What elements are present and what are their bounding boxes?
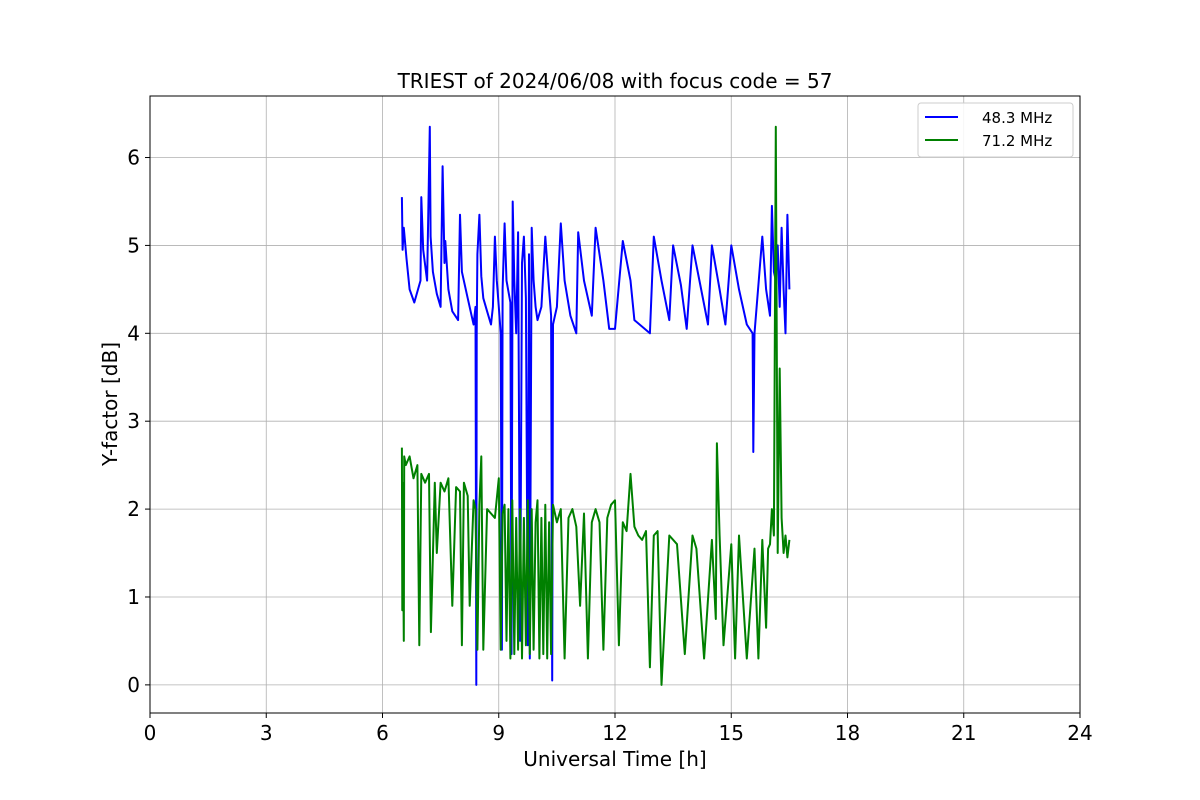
y-tick-label: 1 (127, 585, 140, 609)
series-lines (400, 125, 791, 686)
x-axis-label: Universal Time [h] (523, 747, 706, 771)
x-tick-label: 12 (602, 721, 627, 745)
x-tick-label: 9 (492, 721, 505, 745)
legend-label-48mhz: 48.3 MHz (982, 109, 1052, 127)
x-tick-label: 24 (1067, 721, 1092, 745)
grid-lines (149, 96, 1081, 713)
x-tick-label: 0 (144, 721, 157, 745)
x-tick-label: 18 (835, 721, 860, 745)
y-tick-label: 2 (127, 497, 140, 521)
y-tick-label: 3 (127, 409, 140, 433)
x-tick-label: 6 (376, 721, 389, 745)
x-tick-label: 21 (951, 721, 976, 745)
chart-title: TRIEST of 2024/06/08 with focus code = 5… (397, 69, 833, 93)
y-tick-label: 4 (127, 321, 140, 345)
y-tick-label: 0 (127, 673, 140, 697)
x-tick-label: 3 (260, 721, 273, 745)
legend-label-71mhz: 71.2 MHz (982, 132, 1052, 150)
y-tick-label: 6 (127, 146, 140, 170)
x-tick-label: 15 (719, 721, 744, 745)
series-line-0 (400, 125, 791, 686)
y-axis-label: Y-factor [dB] (98, 342, 122, 467)
series-line-1 (400, 125, 791, 686)
legend: 48.3 MHz 71.2 MHz (917, 102, 1074, 158)
y-tick-label: 5 (127, 233, 140, 257)
